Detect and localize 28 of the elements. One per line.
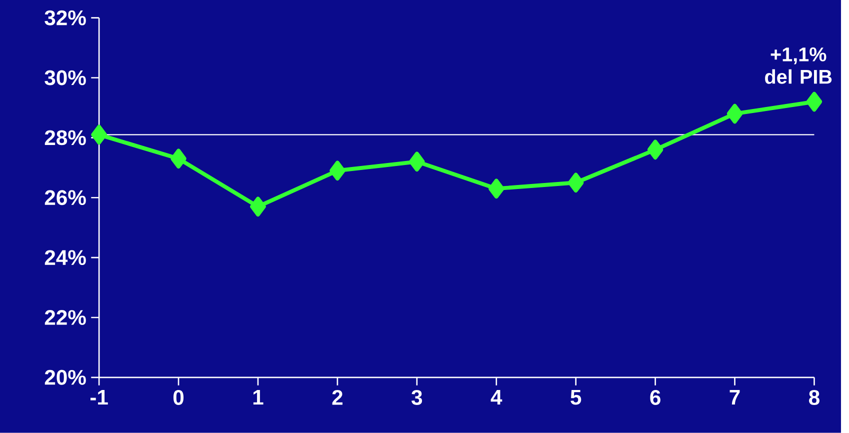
point bbox=[170, 148, 186, 169]
x-tick-label: 0 bbox=[173, 390, 184, 406]
point bbox=[726, 104, 743, 124]
point bbox=[488, 178, 504, 199]
x-tick-label: 7 bbox=[730, 390, 740, 405]
y-tick-label: 32% bbox=[44, 10, 86, 26]
y-tick-label: 30% bbox=[44, 70, 86, 86]
x-tick-label: 6 bbox=[650, 390, 660, 406]
y-tick-label: 26% bbox=[44, 190, 86, 206]
point bbox=[568, 172, 584, 193]
x-tick-label: -1 bbox=[90, 390, 108, 405]
annotation: +1,1% del PIB bbox=[765, 48, 832, 84]
x-tick-label: 1 bbox=[253, 390, 264, 405]
point bbox=[647, 140, 664, 160]
y-tick-label: 22% bbox=[44, 310, 86, 325]
x-tick-label: 8 bbox=[809, 390, 820, 406]
point bbox=[91, 124, 107, 145]
point bbox=[330, 160, 346, 181]
x-tick-label: 3 bbox=[412, 390, 422, 406]
point bbox=[250, 196, 266, 217]
y-tick-label: 20% bbox=[44, 370, 86, 385]
point bbox=[408, 152, 425, 172]
x-tick-label: 4 bbox=[490, 390, 502, 405]
x-tick-label: 5 bbox=[570, 390, 582, 405]
point bbox=[806, 92, 822, 112]
y-tick-label: 24% bbox=[44, 250, 86, 266]
x-tick-label: 2 bbox=[332, 390, 342, 405]
y-tick-label: 28% bbox=[44, 130, 86, 146]
